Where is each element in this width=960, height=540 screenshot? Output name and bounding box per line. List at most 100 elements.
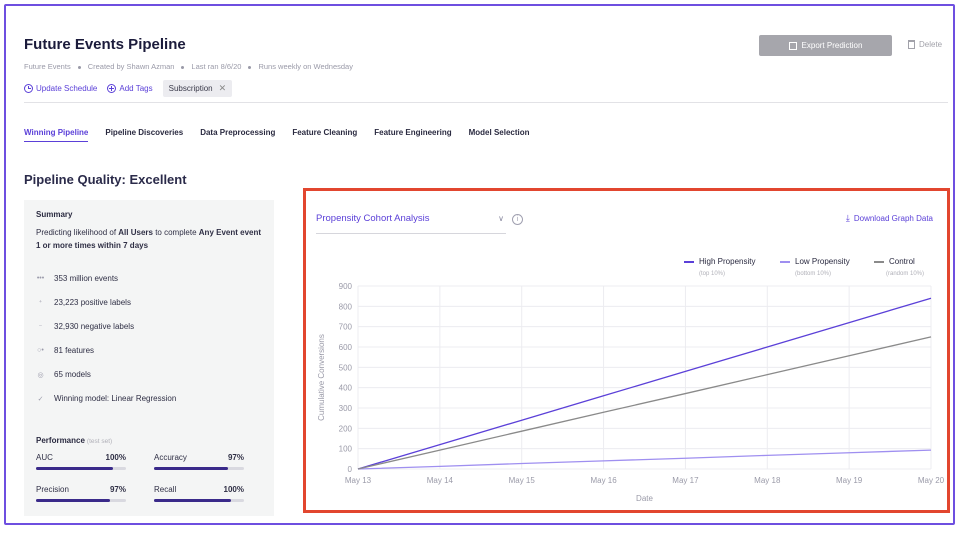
delete-button[interactable]: Delete bbox=[908, 40, 942, 49]
export-prediction-button[interactable]: Export Prediction bbox=[759, 35, 892, 56]
summary-panel: Summary Predicting likelihood of All Use… bbox=[24, 200, 274, 516]
x-tick-label: May 20 bbox=[918, 476, 945, 485]
x-tick-label: May 15 bbox=[509, 476, 536, 485]
plus-circle-icon bbox=[107, 83, 117, 93]
y-tick-label: 300 bbox=[339, 404, 353, 413]
legend-label: High Propensity bbox=[699, 257, 756, 266]
models-icon: ◎ bbox=[37, 371, 44, 379]
chart-type-select[interactable]: Propensity Cohort Analysis ∨ bbox=[316, 213, 506, 234]
stat-text: 65 models bbox=[54, 370, 91, 379]
desc-prefix: Predicting likelihood of bbox=[36, 228, 119, 237]
legend-sub-control: (random 10%) bbox=[886, 271, 925, 277]
y-tick-label: 900 bbox=[339, 282, 353, 291]
x-axis-label: Date bbox=[636, 494, 653, 503]
legend-control: Control bbox=[874, 257, 915, 266]
legend-swatch bbox=[684, 260, 694, 263]
stat-events: ••• 353 million events bbox=[36, 274, 118, 283]
y-tick-label: 100 bbox=[339, 445, 353, 454]
events-icon: ••• bbox=[36, 275, 45, 282]
meta-schedule: Runs weekly on Wednesday bbox=[258, 62, 353, 71]
chevron-down-icon: ∨ bbox=[498, 214, 504, 223]
info-icon[interactable]: i bbox=[512, 214, 523, 225]
series-line-control bbox=[357, 336, 932, 470]
download-graph-data-link[interactable]: ⤓ Download Graph Data bbox=[846, 213, 933, 224]
check-circle-icon: ✓ bbox=[37, 395, 44, 403]
add-tags-label: Add Tags bbox=[119, 83, 153, 93]
y-axis-label: Cumulative Conversions bbox=[317, 334, 326, 421]
x-tick-label: May 16 bbox=[590, 476, 617, 485]
metric-value: 97% bbox=[109, 485, 126, 494]
series-line-low-propensity bbox=[357, 449, 932, 470]
summary-description: Predicting likelihood of All Users to co… bbox=[36, 226, 264, 252]
stat-text: 353 million events bbox=[54, 274, 119, 283]
performance-heading: Performance (test set) bbox=[36, 436, 112, 445]
download-label: Download Graph Data bbox=[853, 214, 933, 223]
y-tick-label: 200 bbox=[339, 424, 353, 433]
tab-feature-engineering[interactable]: Feature Engineering bbox=[374, 128, 452, 137]
x-tick-label: May 13 bbox=[345, 476, 372, 485]
y-tick-label: 400 bbox=[339, 384, 353, 393]
legend-label: Control bbox=[889, 257, 915, 266]
stat-text: 32,930 negative labels bbox=[54, 322, 135, 331]
metric-name: Recall bbox=[154, 485, 177, 494]
stat-positive-labels: ⁺ 23,223 positive labels bbox=[36, 298, 131, 307]
stat-models: ◎ 65 models bbox=[36, 370, 91, 379]
line-chart: 0 100 200 300 400 500 600 700 800 900 May 13 May 14… bbox=[317, 282, 945, 503]
pipeline-actions: Update Schedule Add Tags Subscription ✕ bbox=[24, 79, 233, 97]
performance-subtitle: (test set) bbox=[86, 438, 113, 445]
legend-sub-high: (top 10%) bbox=[699, 271, 726, 277]
metric-bar-fill bbox=[154, 467, 229, 470]
separator-dot bbox=[181, 65, 185, 69]
pipeline-quality-title: Pipeline Quality: Excellent bbox=[24, 172, 187, 187]
stat-negative-labels: ⁻ 32,930 negative labels bbox=[36, 322, 134, 331]
metric-precision: Precision 97% bbox=[36, 485, 126, 502]
metric-bar bbox=[36, 499, 126, 502]
stat-text: 81 features bbox=[54, 346, 95, 355]
tab-model-selection[interactable]: Model Selection bbox=[468, 128, 530, 137]
x-tick-label: May 14 bbox=[427, 476, 454, 485]
meta-last-ran: Last ran 8/6/20 bbox=[191, 62, 242, 71]
tag-subscription: Subscription ✕ bbox=[162, 79, 233, 97]
metric-bar bbox=[154, 467, 244, 470]
performance-label: Performance bbox=[36, 436, 85, 445]
metric-name: Precision bbox=[36, 485, 69, 494]
summary-heading: Summary bbox=[36, 210, 73, 219]
remove-tag-icon[interactable]: ✕ bbox=[218, 82, 227, 93]
tab-feature-cleaning[interactable]: Feature Cleaning bbox=[292, 128, 358, 137]
chart-select-value: Propensity Cohort Analysis bbox=[316, 213, 430, 224]
metric-value: 97% bbox=[227, 453, 244, 462]
x-tick-label: May 17 bbox=[672, 476, 699, 485]
tab-winning-pipeline[interactable]: Winning Pipeline bbox=[24, 128, 89, 142]
y-tick-label: 800 bbox=[339, 302, 353, 311]
metric-recall: Recall 100% bbox=[154, 485, 244, 502]
tab-pipeline-discoveries[interactable]: Pipeline Discoveries bbox=[105, 128, 184, 137]
legend-low-propensity: Low Propensity bbox=[780, 257, 850, 266]
update-schedule-link[interactable]: Update Schedule bbox=[24, 83, 97, 93]
pipeline-tabs: Winning Pipeline Pipeline Discoveries Da… bbox=[24, 128, 547, 142]
series-line-high-propensity bbox=[357, 297, 932, 470]
separator-dot bbox=[248, 65, 252, 69]
tag-label: Subscription bbox=[168, 83, 213, 93]
tab-data-preprocessing[interactable]: Data Preprocessing bbox=[200, 128, 276, 137]
legend-high-propensity: High Propensity bbox=[684, 257, 755, 266]
negative-labels-icon: ⁻ bbox=[38, 323, 43, 331]
delete-label: Delete bbox=[919, 40, 943, 49]
download-icon: ⤓ bbox=[845, 213, 850, 223]
x-tick-label: May 19 bbox=[836, 476, 863, 485]
legend-swatch bbox=[780, 260, 790, 263]
stat-features: ○• 81 features bbox=[36, 346, 94, 355]
metric-bar bbox=[154, 499, 244, 502]
metric-accuracy: Accuracy 97% bbox=[154, 453, 244, 470]
page-title: Future Events Pipeline bbox=[24, 36, 186, 53]
header-divider bbox=[24, 102, 948, 103]
app-window: Future Events Pipeline Future Events Crea… bbox=[4, 4, 955, 525]
y-tick-label: 0 bbox=[348, 465, 353, 474]
add-tags-link[interactable]: Add Tags bbox=[107, 83, 153, 93]
y-tick-label: 500 bbox=[339, 363, 353, 372]
legend-label: Low Propensity bbox=[795, 257, 850, 266]
separator-dot bbox=[77, 65, 81, 69]
stat-text: Winning model: Linear Regression bbox=[54, 394, 177, 403]
desc-mid: to complete bbox=[152, 228, 199, 237]
metric-bar-fill bbox=[154, 499, 231, 502]
metric-value: 100% bbox=[223, 485, 244, 494]
